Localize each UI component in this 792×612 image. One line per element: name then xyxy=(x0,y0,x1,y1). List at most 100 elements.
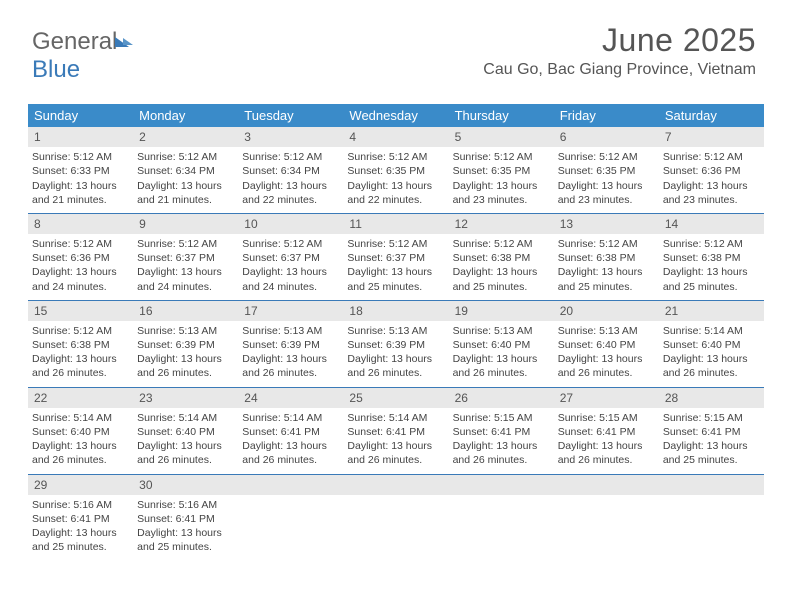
calendar-day-cell: 11Sunrise: 5:12 AMSunset: 6:37 PMDayligh… xyxy=(343,214,448,300)
calendar-day-cell: 10Sunrise: 5:12 AMSunset: 6:37 PMDayligh… xyxy=(238,214,343,300)
sunrise-text: Sunrise: 5:14 AM xyxy=(242,411,339,425)
sunrise-text: Sunrise: 5:12 AM xyxy=(32,237,129,251)
sunset-text: Sunset: 6:41 PM xyxy=(453,425,550,439)
sunset-text: Sunset: 6:33 PM xyxy=(32,164,129,178)
day-number: 14 xyxy=(659,214,764,234)
sunset-text: Sunset: 6:41 PM xyxy=(558,425,655,439)
weekday-header: Monday xyxy=(133,104,238,127)
calendar-day-empty xyxy=(659,475,764,561)
calendar-week-row: 22Sunrise: 5:14 AMSunset: 6:40 PMDayligh… xyxy=(28,388,764,475)
daylight-text-1: Daylight: 13 hours xyxy=(347,352,444,366)
calendar-day-cell: 21Sunrise: 5:14 AMSunset: 6:40 PMDayligh… xyxy=(659,301,764,387)
daylight-text-2: and 22 minutes. xyxy=(242,193,339,207)
calendar-day-cell: 5Sunrise: 5:12 AMSunset: 6:35 PMDaylight… xyxy=(449,127,554,213)
daylight-text-1: Daylight: 13 hours xyxy=(663,179,760,193)
sunset-text: Sunset: 6:41 PM xyxy=(663,425,760,439)
sunrise-text: Sunrise: 5:13 AM xyxy=(558,324,655,338)
day-number: 9 xyxy=(133,214,238,234)
sunrise-text: Sunrise: 5:12 AM xyxy=(32,150,129,164)
daylight-text-1: Daylight: 13 hours xyxy=(242,352,339,366)
daylight-text-1: Daylight: 13 hours xyxy=(558,352,655,366)
daylight-text-2: and 22 minutes. xyxy=(347,193,444,207)
sunrise-text: Sunrise: 5:12 AM xyxy=(242,237,339,251)
sunset-text: Sunset: 6:38 PM xyxy=(663,251,760,265)
logo-text-1: General xyxy=(32,28,117,55)
daylight-text-1: Daylight: 13 hours xyxy=(347,265,444,279)
daylight-text-2: and 23 minutes. xyxy=(558,193,655,207)
daylight-text-2: and 24 minutes. xyxy=(32,280,129,294)
daylight-text-1: Daylight: 13 hours xyxy=(347,439,444,453)
sunset-text: Sunset: 6:38 PM xyxy=(558,251,655,265)
sunset-text: Sunset: 6:41 PM xyxy=(242,425,339,439)
calendar-day-empty xyxy=(343,475,448,561)
sunrise-text: Sunrise: 5:15 AM xyxy=(663,411,760,425)
daylight-text-2: and 25 minutes. xyxy=(347,280,444,294)
day-number: 10 xyxy=(238,214,343,234)
daylight-text-2: and 25 minutes. xyxy=(137,540,234,554)
day-number: 3 xyxy=(238,127,343,147)
sunset-text: Sunset: 6:34 PM xyxy=(242,164,339,178)
daylight-text-2: and 23 minutes. xyxy=(663,193,760,207)
day-number-empty xyxy=(238,475,343,495)
daylight-text-2: and 26 minutes. xyxy=(137,453,234,467)
sunset-text: Sunset: 6:38 PM xyxy=(32,338,129,352)
sunset-text: Sunset: 6:40 PM xyxy=(453,338,550,352)
calendar-day-cell: 7Sunrise: 5:12 AMSunset: 6:36 PMDaylight… xyxy=(659,127,764,213)
calendar-grid: Sunday Monday Tuesday Wednesday Thursday… xyxy=(28,104,764,560)
sunset-text: Sunset: 6:41 PM xyxy=(137,512,234,526)
sunrise-text: Sunrise: 5:13 AM xyxy=(242,324,339,338)
daylight-text-1: Daylight: 13 hours xyxy=(32,179,129,193)
month-title: June 2025 xyxy=(483,22,756,59)
sunset-text: Sunset: 6:41 PM xyxy=(347,425,444,439)
daylight-text-1: Daylight: 13 hours xyxy=(558,265,655,279)
daylight-text-2: and 26 minutes. xyxy=(32,366,129,380)
day-number: 12 xyxy=(449,214,554,234)
sunset-text: Sunset: 6:37 PM xyxy=(347,251,444,265)
sunrise-text: Sunrise: 5:12 AM xyxy=(137,150,234,164)
daylight-text-1: Daylight: 13 hours xyxy=(242,265,339,279)
daylight-text-1: Daylight: 13 hours xyxy=(663,439,760,453)
calendar-day-empty xyxy=(554,475,659,561)
calendar-day-cell: 18Sunrise: 5:13 AMSunset: 6:39 PMDayligh… xyxy=(343,301,448,387)
sunrise-text: Sunrise: 5:12 AM xyxy=(453,237,550,251)
day-number-empty xyxy=(659,475,764,495)
day-number: 16 xyxy=(133,301,238,321)
day-number: 15 xyxy=(28,301,133,321)
daylight-text-2: and 26 minutes. xyxy=(453,453,550,467)
title-block: June 2025 Cau Go, Bac Giang Province, Vi… xyxy=(483,22,756,79)
sunset-text: Sunset: 6:40 PM xyxy=(32,425,129,439)
sunrise-text: Sunrise: 5:12 AM xyxy=(242,150,339,164)
day-number: 17 xyxy=(238,301,343,321)
daylight-text-1: Daylight: 13 hours xyxy=(453,352,550,366)
sunset-text: Sunset: 6:39 PM xyxy=(347,338,444,352)
daylight-text-2: and 26 minutes. xyxy=(242,453,339,467)
calendar-day-cell: 17Sunrise: 5:13 AMSunset: 6:39 PMDayligh… xyxy=(238,301,343,387)
calendar-day-cell: 2Sunrise: 5:12 AMSunset: 6:34 PMDaylight… xyxy=(133,127,238,213)
sunrise-text: Sunrise: 5:14 AM xyxy=(347,411,444,425)
daylight-text-2: and 25 minutes. xyxy=(32,540,129,554)
daylight-text-1: Daylight: 13 hours xyxy=(453,439,550,453)
calendar-day-cell: 16Sunrise: 5:13 AMSunset: 6:39 PMDayligh… xyxy=(133,301,238,387)
daylight-text-2: and 26 minutes. xyxy=(32,453,129,467)
daylight-text-2: and 24 minutes. xyxy=(242,280,339,294)
calendar-week-row: 15Sunrise: 5:12 AMSunset: 6:38 PMDayligh… xyxy=(28,301,764,388)
sunset-text: Sunset: 6:36 PM xyxy=(663,164,760,178)
sunset-text: Sunset: 6:39 PM xyxy=(137,338,234,352)
sunrise-text: Sunrise: 5:16 AM xyxy=(32,498,129,512)
daylight-text-1: Daylight: 13 hours xyxy=(137,439,234,453)
calendar-day-empty xyxy=(449,475,554,561)
daylight-text-2: and 21 minutes. xyxy=(32,193,129,207)
daylight-text-2: and 26 minutes. xyxy=(453,366,550,380)
sunrise-text: Sunrise: 5:14 AM xyxy=(32,411,129,425)
daylight-text-2: and 21 minutes. xyxy=(137,193,234,207)
daylight-text-2: and 26 minutes. xyxy=(558,453,655,467)
day-number: 21 xyxy=(659,301,764,321)
calendar-day-cell: 3Sunrise: 5:12 AMSunset: 6:34 PMDaylight… xyxy=(238,127,343,213)
day-number: 19 xyxy=(449,301,554,321)
day-number: 22 xyxy=(28,388,133,408)
daylight-text-1: Daylight: 13 hours xyxy=(32,265,129,279)
calendar-day-cell: 8Sunrise: 5:12 AMSunset: 6:36 PMDaylight… xyxy=(28,214,133,300)
sunset-text: Sunset: 6:40 PM xyxy=(558,338,655,352)
daylight-text-1: Daylight: 13 hours xyxy=(558,439,655,453)
sunrise-text: Sunrise: 5:13 AM xyxy=(453,324,550,338)
